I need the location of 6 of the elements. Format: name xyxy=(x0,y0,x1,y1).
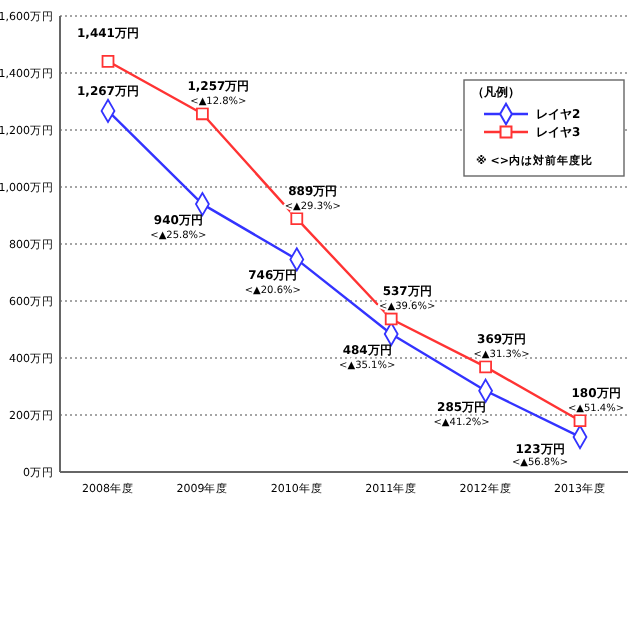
point xyxy=(290,212,304,226)
point xyxy=(196,107,209,121)
point xyxy=(479,360,492,374)
point xyxy=(573,414,587,428)
point xyxy=(101,54,115,68)
point xyxy=(384,312,398,326)
